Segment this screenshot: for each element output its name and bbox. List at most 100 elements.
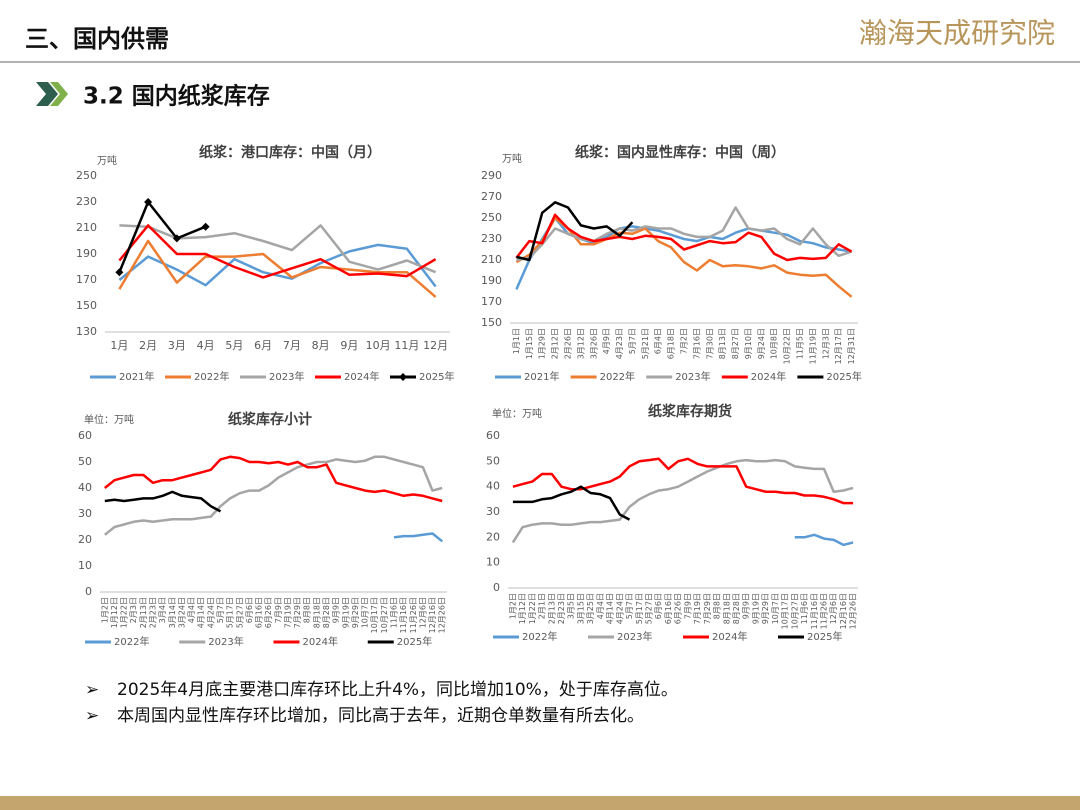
x-tick-label: 1月22日 (528, 593, 537, 624)
legend-label: 2022年 (600, 370, 635, 383)
x-tick-label: 9月10日 (744, 328, 753, 359)
x-tick-label: 2月23日 (557, 593, 566, 624)
x-tick-label: 7月19日 (283, 597, 292, 628)
x-tick-label: 8月8日 (303, 597, 312, 623)
x-tick-label: 7月29日 (703, 593, 712, 624)
point-marker (144, 198, 153, 206)
x-tick-label: 5月17日 (226, 597, 235, 628)
x-tick-label: 4月9日 (602, 328, 611, 354)
x-tick-label: 5月17日 (635, 593, 644, 624)
x-tick-label: 11月16日 (810, 593, 819, 629)
x-tick-label: 11月26日 (819, 593, 828, 629)
legend-label: 2022年 (114, 635, 149, 648)
x-tick-label: 3月25日 (586, 593, 595, 624)
x-tick-label: 8月13日 (718, 328, 727, 359)
x-tick-label: 10月8日 (770, 328, 779, 359)
y-tick-label: 60 (78, 429, 92, 442)
y-tick-label: 190 (76, 247, 97, 260)
y-tick-label: 20 (78, 533, 92, 546)
series-line (516, 201, 634, 262)
x-tick-label: 1月22日 (120, 597, 129, 628)
x-tick-label: 11月 (394, 339, 419, 352)
bullet: 本周国内显性库存环比增加，同比高于去年，近期仓单数量有所去化。 (117, 706, 644, 726)
x-tick-label: 3月15日 (576, 593, 585, 624)
x-tick-label: 12月16日 (839, 593, 848, 629)
y-tick-label: 60 (486, 429, 500, 442)
x-tick-label: 7月30日 (705, 328, 714, 359)
section-icon (50, 82, 68, 106)
x-tick-label: 10月27日 (790, 593, 799, 629)
logo: 瀚海天成研究院 (859, 17, 1055, 50)
x-tick-label: 3月12日 (576, 328, 585, 359)
series-line (104, 455, 443, 503)
series-line (512, 485, 631, 521)
y-tick-label: 150 (481, 316, 502, 329)
x-tick-label: 5月7日 (216, 597, 225, 623)
legend-label: 2022年 (194, 370, 229, 383)
series-line (118, 224, 437, 279)
x-tick-label: 8月 (312, 339, 330, 352)
series-line (118, 243, 437, 288)
series-line (515, 213, 853, 262)
legend-label: 2025年 (397, 635, 432, 648)
x-tick-label: 2月3日 (129, 597, 138, 623)
x-tick-label: 6月6日 (654, 593, 663, 619)
x-tick-label: 11月6日 (800, 593, 809, 624)
x-tick-label: 9月19日 (341, 597, 350, 628)
x-tick-label: 12月26日 (849, 593, 858, 629)
y-tick-label: 250 (481, 211, 502, 224)
y-tick-label: 20 (486, 530, 500, 543)
x-tick-label: 2月26日 (564, 328, 573, 359)
x-tick-label: 12月 (423, 339, 448, 352)
legend-label: 2023年 (675, 370, 710, 383)
series-line (794, 533, 854, 547)
x-tick-label: 8月18日 (312, 597, 321, 628)
y-tick-label: 290 (481, 169, 502, 182)
section-title: 3.2 国内纸浆库存 (83, 83, 270, 110)
legend-label: 2022年 (522, 630, 557, 643)
chart-title: 纸浆：国内显性库存：中国（周） (575, 144, 785, 161)
x-tick-label: 10月17日 (370, 597, 379, 633)
x-tick-label: 11月5日 (796, 328, 805, 359)
x-tick-label: 1月15日 (525, 328, 534, 359)
header-title: 三、国内供需 (25, 25, 169, 53)
x-tick-label: 5月7日 (625, 593, 634, 619)
x-tick-label: 3月 (168, 339, 186, 352)
x-tick-label: 4月14日 (606, 593, 615, 624)
x-tick-label: 4月14日 (197, 597, 206, 628)
x-tick-label: 6月16日 (255, 597, 264, 628)
legend-label: 2025年 (826, 370, 861, 383)
footer-band (0, 796, 1080, 810)
series-line (119, 224, 437, 274)
y-tick-label: 270 (481, 190, 502, 203)
x-tick-label: 10月27日 (380, 597, 389, 633)
y-tick-label: 10 (486, 556, 500, 569)
y-tick-label: 170 (481, 295, 502, 308)
series-line (515, 216, 853, 298)
x-tick-label: 3月5日 (567, 593, 576, 619)
x-tick-label: 10月7日 (361, 597, 370, 628)
legend-label: 2024年 (303, 635, 338, 648)
bullet-symbol: ➢ (85, 706, 99, 726)
legend-label: 2021年 (524, 370, 559, 383)
legend-swatch (399, 373, 407, 381)
series-line (511, 458, 854, 544)
legend-label: 2024年 (751, 370, 786, 383)
y-tick-label: 50 (486, 454, 500, 467)
x-tick-label: 7月16日 (692, 328, 701, 359)
x-tick-label: 7月2日 (680, 328, 689, 354)
x-tick-label: 12月26日 (438, 597, 447, 633)
series-line (104, 490, 222, 513)
legend-label: 2025年 (419, 370, 454, 383)
series-line (393, 532, 443, 543)
x-tick-label: 8月28日 (732, 593, 741, 624)
point-marker (201, 222, 210, 231)
y-tick-label: 30 (78, 507, 92, 520)
x-tick-label: 7月9日 (274, 597, 283, 623)
x-tick-label: 5月21日 (641, 328, 650, 359)
y-tick-label: 10 (78, 559, 92, 572)
y-tick-label: 150 (76, 299, 97, 312)
x-tick-label: 3月24日 (177, 597, 186, 628)
unit-label: 单位：万吨 (84, 413, 134, 426)
x-tick-label: 12月31日 (847, 328, 856, 364)
